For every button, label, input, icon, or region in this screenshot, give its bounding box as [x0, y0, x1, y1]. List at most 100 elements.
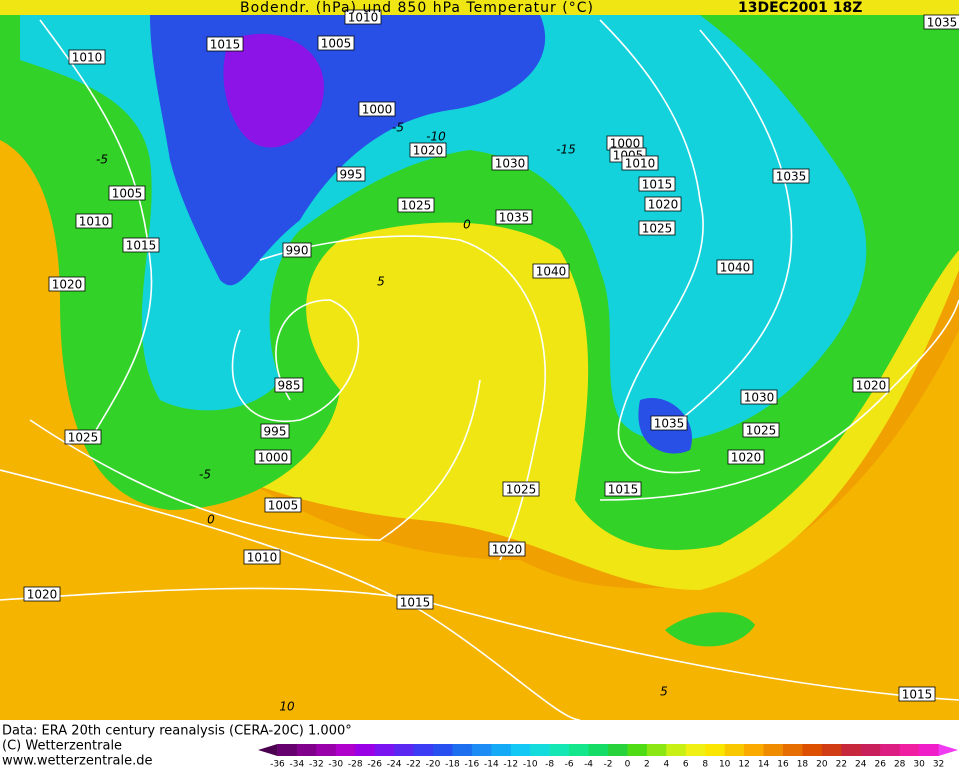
- isobar-label-box: [727, 449, 765, 465]
- colorbar-swatch: [452, 744, 473, 756]
- isobar-label-box: [122, 237, 160, 253]
- isobar-label: 1025: [401, 199, 432, 213]
- colorbar-label: -22: [406, 760, 421, 770]
- colorbar-swatch: [705, 744, 726, 756]
- isobar-label-box: [495, 209, 533, 225]
- isobar-label-box: [396, 594, 434, 610]
- colorbar-label: -36: [270, 760, 285, 770]
- isobar-label-box: [75, 213, 113, 229]
- colorbar-label: -2: [604, 760, 613, 770]
- isobar-label-box: [488, 541, 526, 557]
- colorbar-label: -26: [367, 760, 382, 770]
- isobar-label-box: [502, 481, 540, 497]
- isobar-label: 1020: [856, 379, 887, 393]
- colorbar-swatch: [763, 744, 784, 756]
- colorbar-label: -30: [328, 760, 343, 770]
- colorbar-swatch: [316, 744, 337, 756]
- footer-data: Data: ERA 20th century reanalysis (CERA-…: [2, 724, 352, 739]
- isobar: [29, 379, 481, 541]
- isobar-label: 1035: [776, 170, 807, 184]
- colorbar-swatch: [724, 744, 745, 756]
- colorbar-swatch: [374, 744, 395, 756]
- isobar-label-box: [898, 686, 936, 702]
- isotherm-label: 5: [377, 275, 385, 289]
- isobar-label: 1000: [362, 103, 393, 117]
- isobar-label-box: [264, 497, 302, 513]
- colorbar-label: 24: [855, 760, 867, 770]
- colorbar-label: -8: [545, 760, 554, 770]
- isobar: [0, 469, 581, 721]
- colorbar-label: -34: [290, 760, 305, 770]
- colorbar-label: 6: [683, 760, 689, 770]
- isobar-label: 1015: [126, 239, 157, 253]
- isobar-label: 1010: [348, 11, 379, 25]
- colorbar-end: [938, 744, 958, 756]
- colorbar-swatch: [860, 744, 881, 756]
- isobar-label-box: [532, 263, 570, 279]
- isobar-label-box: [716, 259, 754, 275]
- isobar-label: 1020: [731, 451, 762, 465]
- colorbar-label: 26: [874, 760, 886, 770]
- isobar-label: 995: [340, 168, 363, 182]
- colorbar-swatch: [588, 744, 609, 756]
- isobar-label-box: [48, 276, 86, 292]
- isobar-label: 985: [278, 379, 301, 393]
- isobar-label-box: [491, 155, 529, 171]
- isotherm-label: 0: [207, 513, 215, 527]
- colorbar-swatch: [491, 744, 512, 756]
- colorbar-label: 28: [894, 760, 906, 770]
- colorbar-label: 20: [816, 760, 828, 770]
- isobar-label: 1005: [321, 37, 352, 51]
- colorbar-label: 30: [913, 760, 925, 770]
- map-field: [0, 0, 959, 720]
- isobar-label-box: [638, 176, 676, 192]
- colorbar-label: 14: [758, 760, 770, 770]
- colorbar-label: -12: [503, 760, 518, 770]
- colorbar-label: -18: [445, 760, 460, 770]
- isobar-label: 1035: [499, 211, 530, 225]
- isobar: [599, 299, 959, 501]
- colorbar-swatch: [433, 744, 453, 756]
- isobar-label-box: [243, 549, 281, 565]
- isobar-label: 1020: [27, 588, 58, 602]
- isobar-label-box: [409, 142, 447, 158]
- colorbar-label: 4: [663, 760, 669, 770]
- isobar-label-box: [274, 377, 304, 393]
- isobar-label: 1020: [413, 144, 444, 158]
- isobar-label: 1040: [720, 261, 751, 275]
- colorbar-swatch: [880, 744, 901, 756]
- colorbar-swatch: [413, 744, 434, 756]
- isobar-label: 1020: [52, 278, 83, 292]
- colorbar-label: -20: [426, 760, 441, 770]
- isobar: [599, 19, 704, 474]
- colorbar-label: 16: [777, 760, 789, 770]
- isobar-label-box: [358, 101, 396, 117]
- isotherm-label: -5: [392, 121, 404, 135]
- isobar-label-box: [260, 423, 290, 439]
- colorbar-label: 18: [797, 760, 809, 770]
- isobar-label: 1020: [648, 198, 679, 212]
- colorbar-swatch: [744, 744, 765, 756]
- isobar-label: 1010: [625, 157, 656, 171]
- isotherm-label: -5: [96, 153, 108, 167]
- isobar-label: 1025: [746, 424, 777, 438]
- footer-url: www.wetterzentrale.de: [2, 754, 152, 769]
- isobar-label: 1015: [902, 688, 933, 702]
- colorbar-label: -24: [387, 760, 402, 770]
- colorbar-swatch: [296, 744, 317, 756]
- colorbar-label: 8: [702, 760, 708, 770]
- isobar-label: 1010: [72, 51, 103, 65]
- colorbar-swatch: [355, 744, 376, 756]
- isobar-label: 1015: [642, 178, 673, 192]
- isobar-label-box: [742, 422, 780, 438]
- isobar-label-box: [740, 389, 778, 405]
- isobar-label-box: [68, 49, 106, 65]
- isobar-label: 1015: [400, 596, 431, 610]
- isobar-label: 1030: [495, 157, 526, 171]
- isobar-label: 995: [264, 425, 287, 439]
- colorbar-swatch: [646, 744, 667, 756]
- isobar-label-box: [23, 586, 61, 602]
- isobar-label-box: [923, 14, 959, 30]
- isobar-label: 990: [286, 244, 309, 258]
